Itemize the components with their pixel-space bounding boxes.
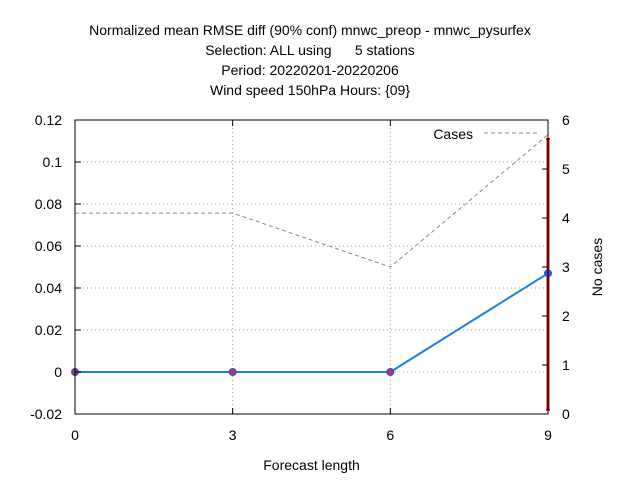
x-tick-label: 3 xyxy=(229,427,237,443)
y-tick-label: 0.04 xyxy=(35,280,62,296)
legend: Cases xyxy=(433,126,538,142)
y-tick-label: -0.02 xyxy=(30,406,62,422)
y2-tick-label: 4 xyxy=(562,210,570,226)
data-point-center xyxy=(387,369,393,375)
y-tick-label: 0.02 xyxy=(35,322,62,338)
y2-axis-label: No cases xyxy=(589,238,605,296)
x-tick-label: 0 xyxy=(71,427,79,443)
x-tick-label: 6 xyxy=(386,427,394,443)
y2-tick-label: 6 xyxy=(562,112,570,128)
x-axis-label: Forecast length xyxy=(263,457,360,473)
grid-lines xyxy=(75,120,548,414)
y-tick-label: 0.06 xyxy=(35,238,62,254)
chart-title: Normalized mean RMSE diff (90% conf) mnw… xyxy=(89,22,531,98)
y2-tick-label: 3 xyxy=(562,259,570,275)
legend-label-cases: Cases xyxy=(433,126,473,142)
y2-tick-label: 1 xyxy=(562,357,570,373)
y-tick-label: 0.12 xyxy=(35,112,62,128)
title-line-3: Period: 20220201-20220206 xyxy=(221,62,399,78)
title-line-2: Selection: ALL using 5 stations xyxy=(205,42,415,58)
y-tick-label: 0.08 xyxy=(35,196,62,212)
y2-tick-label: 5 xyxy=(562,161,570,177)
y2-tick-label: 2 xyxy=(562,308,570,324)
series-line-cases xyxy=(75,134,549,268)
series-layer xyxy=(71,134,552,411)
data-point-center xyxy=(230,369,236,375)
plot-frame xyxy=(74,119,549,415)
y-tick-label: 0 xyxy=(54,364,62,380)
title-line-1: Normalized mean RMSE diff (90% conf) mnw… xyxy=(89,22,531,38)
y-tick-label: 0.1 xyxy=(43,154,63,170)
series-line-main xyxy=(75,272,549,373)
x-tick-label: 9 xyxy=(544,427,552,443)
axis-ticks xyxy=(74,119,549,415)
y2-tick-label: 0 xyxy=(562,406,570,422)
title-line-4: Wind speed 150hPa Hours: {09} xyxy=(210,82,410,98)
